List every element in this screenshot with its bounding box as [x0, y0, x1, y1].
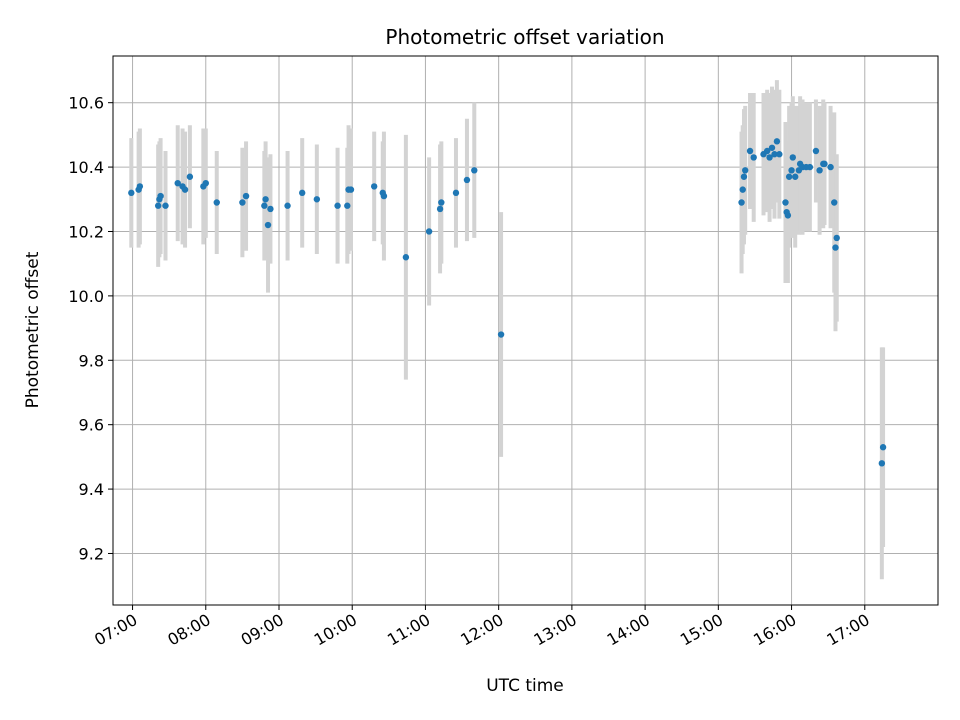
data-point — [766, 154, 773, 161]
data-point — [174, 179, 181, 187]
data-point — [452, 189, 460, 197]
data-point — [879, 444, 887, 451]
data-point — [816, 167, 823, 174]
data-point — [239, 199, 246, 206]
data-point — [136, 183, 144, 190]
data-point — [742, 167, 749, 174]
data-point — [344, 202, 351, 209]
data-point — [380, 192, 388, 200]
data-point — [154, 202, 162, 209]
data-point — [202, 179, 209, 187]
data-point — [827, 163, 834, 171]
data-point — [313, 196, 321, 203]
plot-frame — [112, 55, 939, 606]
data-point — [776, 151, 783, 158]
data-point — [773, 138, 781, 145]
data-point — [771, 151, 778, 158]
data-point — [878, 460, 886, 467]
data-point — [261, 202, 268, 209]
data-point — [782, 199, 789, 206]
data-point — [792, 173, 799, 180]
y-tick-label: 9.4 — [79, 480, 104, 499]
data-point — [347, 186, 355, 193]
data-point — [262, 196, 269, 203]
data-point — [471, 167, 478, 174]
data-point — [128, 189, 135, 197]
y-tick-label: 10.0 — [68, 287, 104, 306]
data-point — [436, 205, 444, 213]
data-point — [788, 167, 795, 174]
data-point — [750, 154, 757, 161]
data-point — [812, 147, 820, 155]
y-axis: 9.2 9.4 9.6 9.8 10.0 10.2 10.4 10.6 — [68, 94, 113, 563]
data-point — [785, 173, 793, 180]
chart-title: Photometric offset variation — [385, 25, 664, 49]
y-tick-label: 10.6 — [68, 94, 104, 113]
data-point — [267, 205, 274, 213]
data-point — [740, 173, 748, 180]
data-point — [213, 199, 220, 206]
data-point — [242, 192, 250, 200]
data-point — [821, 160, 828, 168]
data-point — [157, 192, 164, 200]
data-point — [833, 234, 840, 242]
data-point — [763, 147, 771, 155]
data-point — [186, 173, 194, 180]
data-point — [768, 144, 776, 151]
y-tick-label: 9.2 — [79, 544, 104, 563]
data-point — [438, 199, 445, 206]
y-axis-title: Photometric offset — [23, 251, 43, 408]
x-axis-title: UTC time — [486, 676, 564, 696]
data-point — [738, 199, 745, 206]
data-point — [739, 186, 746, 193]
data-point — [463, 176, 471, 184]
data-point — [334, 202, 341, 209]
data-point — [425, 228, 433, 235]
data-point — [832, 244, 839, 251]
data-point — [402, 254, 410, 261]
data-point — [181, 186, 189, 193]
data-point — [806, 163, 814, 171]
data-point — [370, 183, 378, 190]
y-tick-label: 10.4 — [68, 158, 104, 177]
data-point — [284, 202, 291, 209]
data-points — [128, 138, 887, 467]
data-point — [789, 154, 796, 161]
data-point — [264, 221, 272, 229]
y-tick-label: 10.2 — [68, 222, 104, 241]
data-point — [746, 147, 754, 155]
y-tick-label: 9.6 — [79, 416, 104, 435]
data-point — [831, 199, 838, 206]
data-point — [162, 202, 169, 209]
data-point — [299, 189, 306, 197]
y-tick-label: 9.8 — [79, 351, 104, 370]
data-point — [497, 331, 505, 338]
data-point — [784, 212, 792, 219]
